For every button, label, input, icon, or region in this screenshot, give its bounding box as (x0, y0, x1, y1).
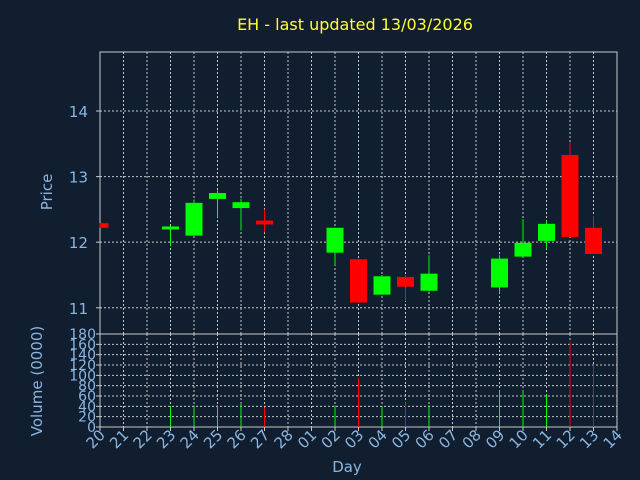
volume-tick-label: 80 (78, 379, 96, 395)
candle-body (397, 276, 414, 287)
candle-body (162, 226, 179, 230)
x-tick-label: 08 (459, 426, 485, 452)
candle-body (350, 259, 367, 303)
x-tick-label: 06 (412, 426, 438, 452)
volume-tick-label: 120 (69, 358, 96, 374)
x-tick-label: 25 (200, 426, 226, 452)
price-tick-label: 11 (69, 300, 88, 318)
x-axis-label: Day (332, 458, 362, 476)
volume-tick-label: 140 (69, 348, 96, 364)
candle-body (538, 223, 555, 241)
price-panel: 11 12 13 14 (69, 51, 618, 335)
x-tick-label: 11 (529, 426, 555, 452)
candle-body (561, 154, 579, 237)
candle-body (209, 193, 226, 199)
x-tick-label: 14 (600, 426, 626, 452)
volume-tick-label: 0 (87, 420, 96, 436)
volume-tick-label: 100 (69, 368, 96, 384)
x-tick-label: 24 (177, 426, 203, 452)
x-tick-label: 05 (388, 426, 414, 452)
x-tick-label: 23 (153, 426, 179, 452)
candle-body (326, 227, 344, 253)
x-tick-label: 21 (106, 426, 132, 452)
candle-body (185, 202, 203, 236)
volume-tick-label: 20 (78, 410, 96, 426)
x-tick-label: 09 (482, 426, 508, 452)
candle-body (420, 273, 438, 291)
x-tick-label: 01 (294, 426, 320, 452)
volume-tick-label: 180 (69, 327, 96, 343)
volume-axis-label: Volume (0000) (28, 326, 46, 436)
candle-body (491, 258, 508, 288)
x-tick-label: 22 (130, 426, 156, 452)
x-tick-label: 26 (224, 426, 250, 452)
candle-body (585, 227, 602, 254)
x-tick-label: 28 (271, 426, 297, 452)
x-tick-label: 07 (435, 426, 461, 452)
volume-tick-label: 40 (78, 399, 96, 415)
volume-tick-label: 60 (78, 389, 96, 405)
x-tick-label: 13 (576, 426, 602, 452)
x-tick-label: 03 (341, 426, 367, 452)
price-tick-label: 13 (69, 169, 88, 187)
candle-body (100, 223, 109, 228)
candle-body (256, 220, 273, 225)
candle-body (514, 242, 532, 257)
price-axis-label: Price (38, 174, 56, 211)
x-tick-label: 12 (553, 426, 579, 452)
chart-title: EH - last updated 13/03/2026 (237, 15, 473, 34)
x-tick-label: 10 (506, 426, 532, 452)
price-tick-label: 12 (69, 234, 88, 252)
candle-body (373, 276, 391, 295)
x-axis: 2021222324252627280102030405060708091011… (83, 426, 626, 452)
price-tick-label: 14 (69, 103, 88, 121)
x-tick-label: 27 (247, 426, 273, 452)
candle-body (232, 202, 250, 209)
x-tick-label: 04 (365, 426, 391, 452)
volume-tick-label: 160 (69, 337, 96, 353)
x-tick-label: 02 (318, 426, 344, 452)
